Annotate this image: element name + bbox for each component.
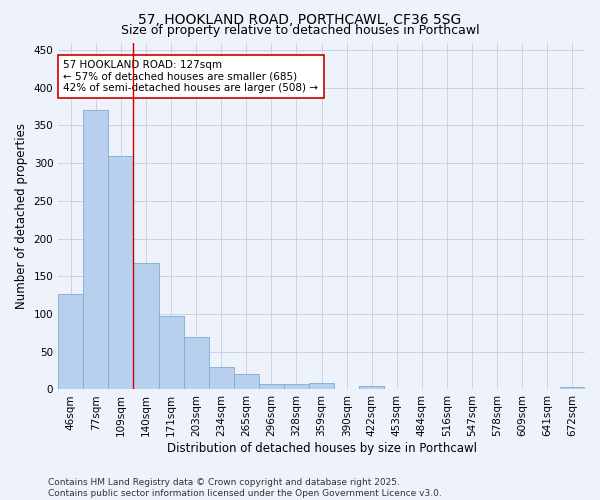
Bar (259, 384, 284, 390)
Bar (109, 156, 133, 390)
Bar (133, 262, 158, 390)
Bar (158, 316, 184, 390)
Bar (309, 382, 334, 390)
Text: Size of property relative to detached houses in Porthcawl: Size of property relative to detached ho… (121, 24, 479, 37)
Bar (184, 336, 209, 390)
Bar (83, 110, 109, 390)
Bar (234, 374, 259, 390)
Y-axis label: Number of detached properties: Number of detached properties (15, 123, 28, 309)
Bar (58, 294, 83, 390)
Text: 57, HOOKLAND ROAD, PORTHCAWL, CF36 5SG: 57, HOOKLAND ROAD, PORTHCAWL, CF36 5SG (139, 12, 461, 26)
Text: 57 HOOKLAND ROAD: 127sqm
← 57% of detached houses are smaller (685)
42% of semi-: 57 HOOKLAND ROAD: 127sqm ← 57% of detach… (64, 60, 319, 93)
Bar (209, 367, 234, 390)
Bar (560, 387, 585, 390)
Bar (359, 386, 385, 390)
X-axis label: Distribution of detached houses by size in Porthcawl: Distribution of detached houses by size … (167, 442, 476, 455)
Text: Contains HM Land Registry data © Crown copyright and database right 2025.
Contai: Contains HM Land Registry data © Crown c… (48, 478, 442, 498)
Bar (284, 384, 309, 390)
